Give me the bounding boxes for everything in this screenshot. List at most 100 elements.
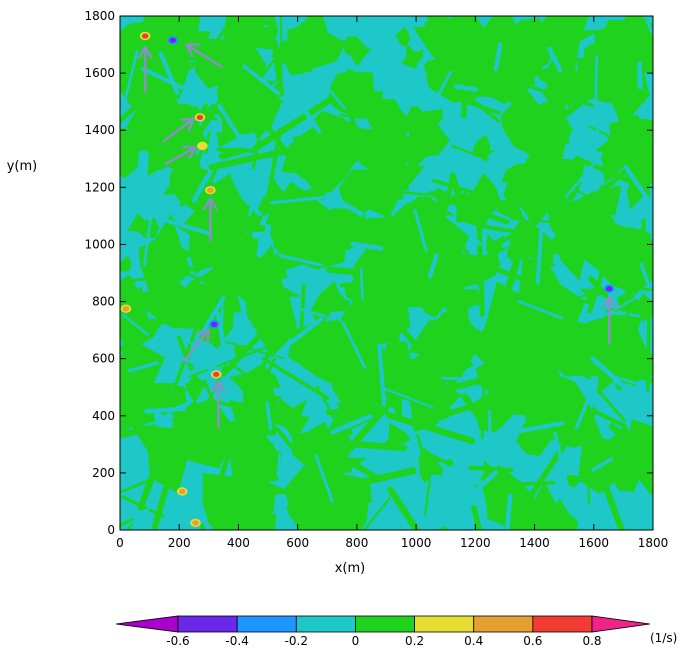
- field-streak: [338, 440, 408, 452]
- field-region: [120, 128, 157, 179]
- field-streak-low: [605, 294, 640, 316]
- field-region: [414, 274, 452, 318]
- field-streak: [128, 312, 185, 340]
- colorbar-segment: [532, 615, 593, 633]
- field-streak: [450, 144, 488, 161]
- field-streak: [221, 332, 263, 377]
- field-streak: [208, 144, 303, 171]
- arrow-head: [202, 197, 212, 211]
- field-streak: [170, 21, 183, 93]
- field-streak: [339, 277, 402, 288]
- field-streak: [314, 146, 371, 198]
- field-streak: [326, 445, 353, 473]
- field-streak: [523, 500, 558, 530]
- field-region: [540, 71, 559, 91]
- field-region: [395, 26, 412, 48]
- arrow-shaft: [182, 329, 210, 363]
- field-streak: [382, 189, 471, 199]
- feature-core: [192, 520, 199, 526]
- field-streak: [232, 223, 266, 232]
- colorbar-segment: [236, 615, 297, 633]
- field-streak: [247, 206, 255, 274]
- field-streak: [587, 184, 606, 209]
- annotation-arrow: [202, 197, 218, 242]
- feature-core: [169, 37, 176, 43]
- field-streak-low: [565, 159, 598, 198]
- arrow-head: [187, 117, 195, 132]
- field-streak-low: [535, 221, 544, 285]
- field-region: [516, 416, 553, 456]
- field-streak: [354, 393, 399, 409]
- colorbar-tick-label: 0.8: [582, 634, 601, 648]
- field-region: [398, 347, 465, 432]
- field-streak: [610, 280, 640, 364]
- field-streak: [608, 157, 653, 162]
- field-streak: [475, 223, 525, 235]
- colorbar-min-triangle: [115, 615, 179, 633]
- annotation-arrow: [185, 43, 223, 69]
- field-streak: [356, 294, 379, 358]
- field-streak: [587, 228, 618, 314]
- field-streak: [120, 273, 184, 284]
- field-streak: [260, 443, 274, 526]
- field-streak-low: [141, 66, 190, 93]
- field-streak: [498, 220, 539, 245]
- arrow-head: [143, 46, 153, 59]
- field-streak: [325, 407, 353, 416]
- axes: 0 200 400 600 800 1000 1200 1400 1600 1800 0 200 400…: [84, 9, 668, 550]
- field-streak: [150, 258, 227, 291]
- arrow-shaft: [185, 43, 223, 69]
- annotation-arrow: [163, 145, 197, 166]
- field-streak: [202, 379, 237, 454]
- field-streak-low: [248, 158, 263, 217]
- field-streak: [425, 52, 519, 68]
- arrow-head: [607, 296, 617, 309]
- arrow-head: [601, 296, 611, 309]
- field-streak-low: [206, 343, 217, 370]
- field-streak: [526, 219, 569, 224]
- field-streak-low: [591, 457, 614, 472]
- arrow-head: [180, 117, 195, 122]
- field-streak: [492, 266, 529, 284]
- field-streak: [445, 88, 493, 98]
- field-streak-low: [242, 64, 281, 96]
- field-streak: [271, 39, 284, 97]
- field-region: [546, 235, 570, 255]
- field-streak-low: [279, 317, 324, 353]
- field-streak-low: [217, 103, 246, 146]
- arrow-head: [188, 146, 197, 160]
- field-streak-low: [157, 216, 212, 236]
- field-streak: [342, 455, 382, 482]
- field-streak: [615, 44, 630, 85]
- field-streak: [251, 511, 264, 530]
- field-streak-low: [590, 356, 637, 399]
- field-streak: [120, 424, 158, 439]
- field-streak-low: [158, 51, 180, 95]
- field-region: [120, 255, 132, 272]
- field-streak: [514, 80, 595, 108]
- y-tick-label: 200: [92, 466, 115, 480]
- field-region: [317, 332, 362, 364]
- field-region: [401, 42, 424, 69]
- feature-core: [199, 143, 206, 149]
- x-tick-label: 1600: [579, 536, 610, 550]
- field-streak-low: [292, 306, 327, 318]
- field-streak: [361, 459, 454, 486]
- field-streak: [440, 91, 501, 115]
- field-streak: [236, 41, 290, 109]
- field-streak: [461, 393, 488, 429]
- field-streak-low: [273, 355, 292, 367]
- field-streak: [416, 433, 432, 483]
- field-streak: [191, 258, 240, 285]
- feature-core: [122, 306, 130, 312]
- arrow-head: [217, 380, 226, 393]
- x-tick-label: 1800: [638, 536, 669, 550]
- field-region: [291, 421, 346, 470]
- field-streak: [535, 295, 564, 304]
- field-streak: [574, 155, 640, 187]
- field-streak-low: [440, 376, 465, 381]
- field-streak: [171, 419, 251, 433]
- colorbar-tick-label: -0.4: [225, 634, 248, 648]
- field-streak-low: [377, 343, 387, 407]
- field-streak: [120, 401, 148, 429]
